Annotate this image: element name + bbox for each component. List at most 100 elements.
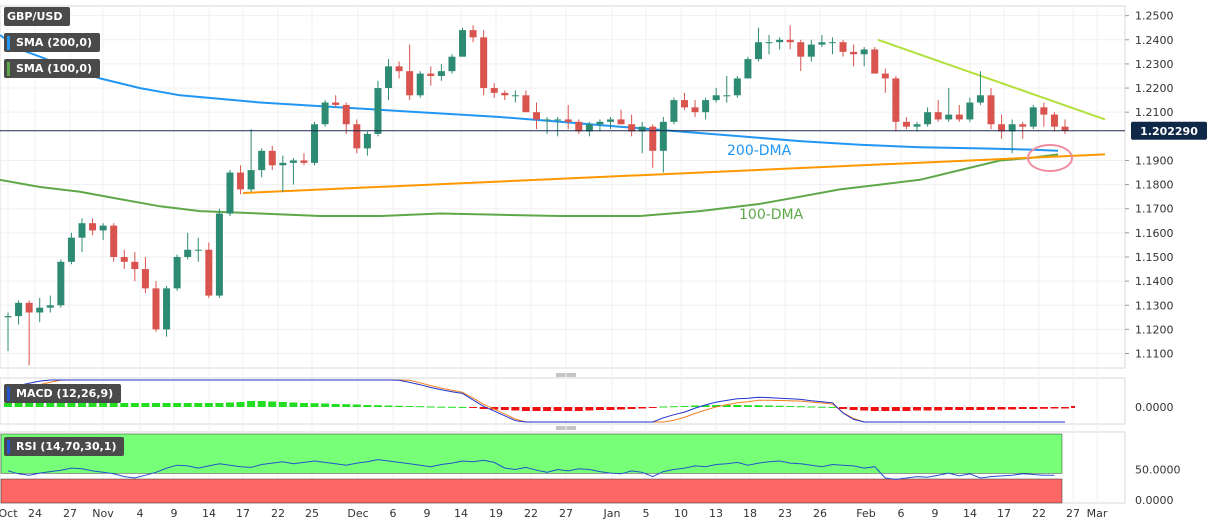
price-tick-label: 1.2500 xyxy=(1135,10,1174,23)
candle-body xyxy=(902,121,910,127)
macd-histogram-bar xyxy=(99,403,108,407)
price-tick-label: 1.1900 xyxy=(1135,154,1174,167)
candle-body xyxy=(332,102,340,105)
candle-body xyxy=(205,249,213,296)
candle-body xyxy=(4,316,12,318)
macd-histogram-bar xyxy=(173,403,182,407)
date-tick-label: Dec xyxy=(347,507,368,520)
candle-body xyxy=(733,78,741,96)
candle-body xyxy=(279,162,287,166)
macd-histogram-bar xyxy=(934,407,943,411)
macd-histogram-bar xyxy=(891,407,900,411)
candle-body xyxy=(300,160,308,163)
date-tick-label: 6 xyxy=(390,507,397,520)
candle-body xyxy=(110,225,118,257)
candle-body xyxy=(194,249,202,251)
sma100-line xyxy=(0,153,1059,217)
resistance-trendline xyxy=(877,38,1106,121)
rsi-line xyxy=(7,459,1055,480)
rsi-legend-text: RSI (14,70,30,1) xyxy=(16,440,117,453)
date-tick-label: Feb xyxy=(856,507,875,520)
sma100-legend-text: SMA (100,0) xyxy=(16,62,93,75)
macd-histogram-bar xyxy=(268,401,277,407)
candle-body xyxy=(1040,107,1048,115)
macd-histogram-bar xyxy=(141,403,150,407)
candle-body xyxy=(754,42,762,60)
candle-body xyxy=(670,100,678,122)
macd-histogram-bar xyxy=(1061,407,1069,409)
macd-histogram-bar xyxy=(120,403,129,407)
macd-histogram-bar xyxy=(373,405,382,407)
macd-histogram-bar xyxy=(88,403,97,407)
price-tick-label: 1.1700 xyxy=(1135,203,1174,216)
candle-body xyxy=(617,119,625,125)
price-tick-label: 1.2300 xyxy=(1135,58,1174,71)
price-tick-label: 1.2200 xyxy=(1135,82,1174,95)
macd-histogram-bar xyxy=(638,407,647,409)
candle-body xyxy=(437,71,445,76)
macd-histogram-bar xyxy=(860,407,869,411)
grid xyxy=(0,5,1126,504)
candle-body xyxy=(807,44,815,57)
macd-histogram-bar xyxy=(299,403,308,407)
date-tick-label: Oct xyxy=(0,507,18,520)
macd-histogram-bar xyxy=(913,407,922,411)
macd-histogram-bar xyxy=(384,405,393,407)
macd-histogram-bar xyxy=(828,406,837,408)
candle-body xyxy=(606,119,614,122)
macd-histogram-bar xyxy=(162,403,171,407)
date-tick-label: 14 xyxy=(963,507,977,520)
candles xyxy=(4,25,1069,366)
macd-histogram-bar xyxy=(130,403,139,407)
macd-histogram-bar xyxy=(257,401,266,407)
macd-histogram-bar xyxy=(712,405,721,407)
date-tick-label: 23 xyxy=(778,507,792,520)
date-tick-label: 18 xyxy=(743,507,757,520)
macd-histogram-bar xyxy=(395,405,404,407)
candle-body xyxy=(765,42,773,44)
candle-body xyxy=(860,49,868,55)
current-price-box xyxy=(1131,121,1207,140)
macd-histogram-bar xyxy=(426,406,435,408)
macd-histogram-bar xyxy=(680,406,689,407)
macd-histogram-bar xyxy=(479,407,488,409)
candle-body xyxy=(448,56,456,72)
macd-histogram-bar xyxy=(585,407,594,411)
macd-histogram-bar xyxy=(109,403,118,407)
macd-histogram-bar xyxy=(691,405,700,407)
candle-body xyxy=(1029,107,1037,127)
candle-body xyxy=(881,73,889,79)
candle-body xyxy=(321,102,329,125)
macd-histogram-bar xyxy=(46,403,55,407)
macd-histogram-bar xyxy=(955,407,964,410)
macd-panel-frame xyxy=(0,377,1126,425)
macd-histogram-bar xyxy=(965,407,974,410)
candle-body xyxy=(385,66,393,89)
macd-histogram-bar xyxy=(35,403,44,407)
candle-body xyxy=(945,114,953,120)
macd-zero-label: 0.0000 xyxy=(1135,401,1174,414)
candle-body xyxy=(575,121,583,132)
candle-body xyxy=(184,249,192,257)
macd-histogram-bar xyxy=(543,407,552,411)
date-tick-label: 9 xyxy=(424,507,431,520)
candle-body xyxy=(226,172,234,214)
macd-histogram-bar xyxy=(627,407,636,409)
date-tick-label: 22 xyxy=(524,507,538,520)
macd-legend: MACD (12,26,9) xyxy=(4,384,122,403)
date-tick-label: 4 xyxy=(137,507,144,520)
candle-body xyxy=(268,150,276,166)
candle-body xyxy=(871,49,879,74)
date-tick-label: 9 xyxy=(932,507,939,520)
candle-body xyxy=(89,223,97,231)
candle-body xyxy=(1008,124,1016,132)
candle-body xyxy=(120,256,128,262)
candle-body xyxy=(237,172,245,190)
candle-body xyxy=(131,261,139,270)
candle-body xyxy=(163,288,171,330)
candle-body xyxy=(966,102,974,120)
candle-body xyxy=(585,124,593,132)
macd-histogram-bar xyxy=(574,407,583,411)
candle-body xyxy=(427,73,435,76)
price-tick-label: 1.1200 xyxy=(1135,323,1174,336)
